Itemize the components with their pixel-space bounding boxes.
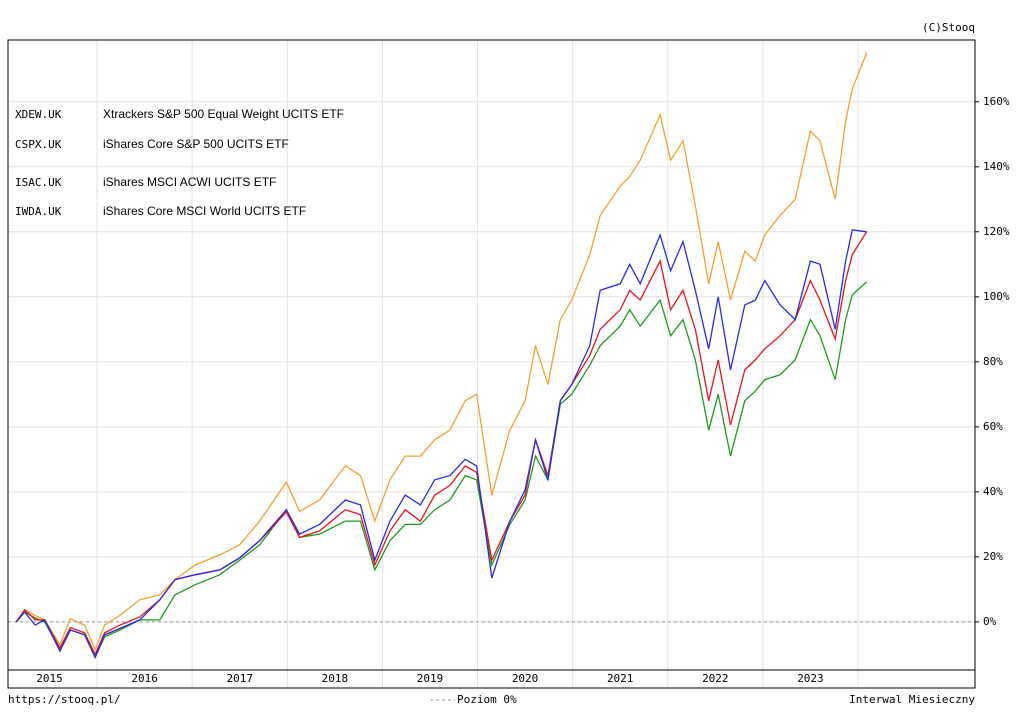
series-line	[15, 231, 868, 656]
x-tick-label: 2022	[702, 672, 729, 685]
x-tick-label: 2023	[797, 672, 824, 685]
y-tick-label: 120%	[983, 225, 1010, 238]
x-tick-label: 2018	[322, 672, 349, 685]
series-line	[15, 229, 867, 659]
y-tick-label: 140%	[983, 160, 1010, 173]
interval: Interwal Miesieczny	[849, 693, 975, 706]
legend-name: iShares Core MSCI World UCITS ETF	[103, 204, 306, 218]
legend-ticker: ISAC.UK	[15, 176, 62, 189]
x-tick-label: 2017	[226, 672, 253, 685]
legend-ticker: IWDA.UK	[15, 205, 62, 218]
legend-name: Xtrackers S&P 500 Equal Weight UCITS ETF	[103, 107, 344, 121]
url: https://stooq.pl/	[8, 693, 121, 706]
x-tick-label: 2020	[512, 672, 539, 685]
y-tick-label: 60%	[983, 420, 1003, 433]
y-tick-label: 0%	[983, 615, 997, 628]
source: (C)Stooq	[922, 21, 975, 34]
legend-ticker: XDEW.UK	[15, 108, 62, 121]
y-tick-label: 100%	[983, 290, 1010, 303]
legend-name: iShares MSCI ACWI UCITS ETF	[103, 175, 276, 189]
y-tick-label: 20%	[983, 550, 1003, 563]
legend-name: iShares Core S&P 500 UCITS ETF	[103, 137, 289, 151]
x-tick-label: 2021	[607, 672, 634, 685]
plot-frame	[7, 39, 976, 689]
legend-ticker: CSPX.UK	[15, 138, 62, 151]
series-line	[15, 52, 868, 652]
hline-label: Poziom 0%	[457, 693, 517, 706]
y-tick-label: 160%	[983, 95, 1010, 108]
y-tick-label: 40%	[983, 485, 1003, 498]
y-tick-label: 80%	[983, 355, 1003, 368]
x-tick-label: 2016	[131, 672, 158, 685]
x-tick-label: 2015	[36, 672, 63, 685]
x-tick-label: 2019	[417, 672, 444, 685]
